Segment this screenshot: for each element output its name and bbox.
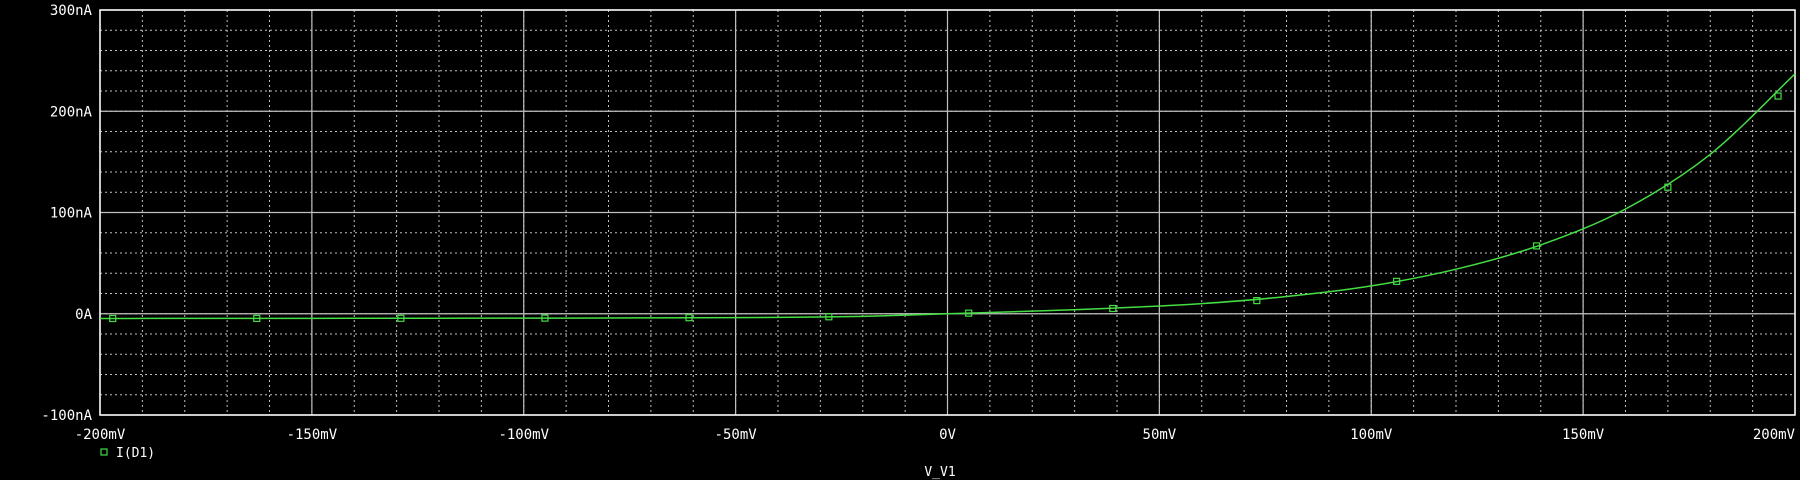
series-marker — [109, 314, 117, 323]
series-marker — [1109, 304, 1117, 313]
series-marker — [397, 314, 405, 322]
series-marker — [541, 314, 549, 322]
series-marker — [253, 314, 261, 323]
series-marker — [965, 309, 973, 317]
legend-label: I(D1) — [116, 446, 155, 461]
series-marker — [1253, 296, 1261, 305]
x-tick-label: -150mV — [287, 427, 338, 443]
x-axis-label: V_V1 — [924, 465, 955, 480]
series-line-I(D1) — [99, 73, 1796, 320]
x-tick-label: -200mV — [75, 427, 126, 443]
y-tick-label: 100nA — [50, 206, 93, 222]
y-tick-label: 300nA — [50, 3, 93, 19]
y-axis-ticks: -100nA 0A 100nA 200nA 300nA — [41, 3, 92, 424]
series-marker — [825, 313, 833, 321]
x-tick-label: 50mV — [1143, 427, 1177, 443]
series-marker — [1393, 277, 1401, 285]
series-marker — [1774, 92, 1782, 100]
plot-frame — [99, 9, 1796, 416]
series-marker — [1532, 242, 1541, 250]
x-tick-label: 100mV — [1350, 427, 1393, 443]
series-layer — [99, 73, 1796, 323]
series-marker — [685, 314, 693, 322]
x-tick-label: -100mV — [498, 427, 549, 443]
legend-marker — [100, 448, 108, 456]
x-tick-label: 150mV — [1562, 427, 1605, 443]
x-tick-label: 0V — [939, 427, 956, 443]
legend: I(D1) — [100, 446, 155, 461]
series-marker — [1664, 183, 1672, 191]
y-tick-label: 0A — [75, 307, 92, 323]
y-tick-label: 200nA — [50, 104, 93, 120]
plot-frame-rect — [99, 9, 1796, 416]
y-tick-label: -100nA — [41, 408, 92, 424]
x-tick-label: 200mV — [1753, 427, 1796, 443]
x-tick-label: -50mV — [715, 427, 758, 443]
x-axis-ticks: -200mV -150mV -100mV -50mV 0V 50mV 100mV 150mV 2… — [75, 427, 1796, 443]
